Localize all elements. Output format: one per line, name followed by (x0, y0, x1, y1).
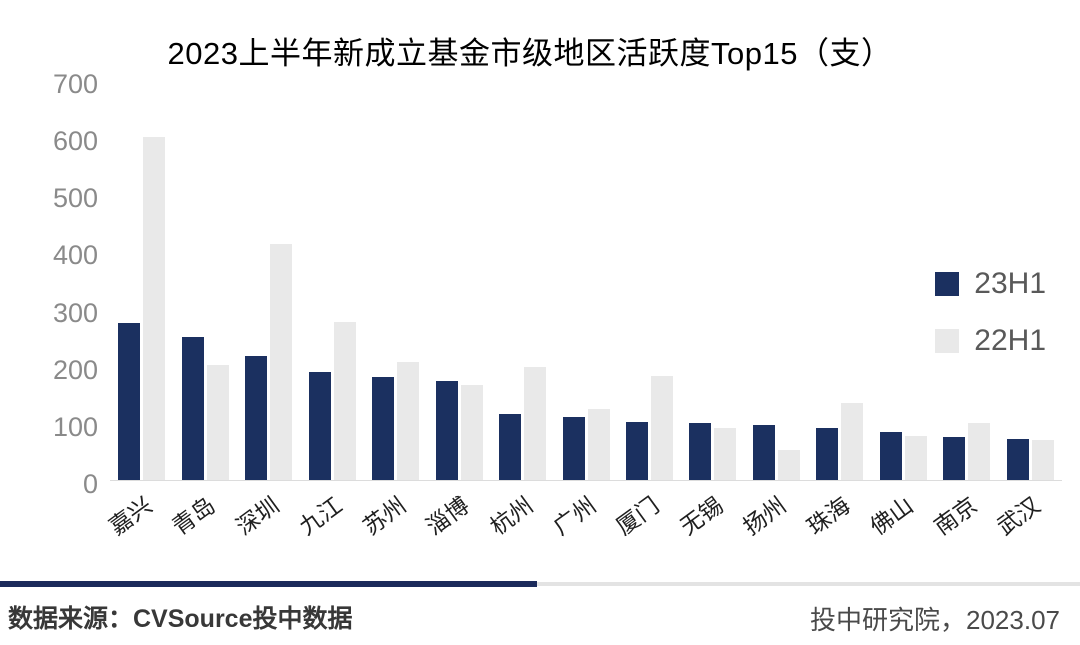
y-tick-label-300: 300 (52, 297, 98, 328)
y-tick-label-200: 200 (52, 354, 98, 385)
x-axis-label-text: 苏州 (357, 491, 411, 540)
bar-23h1-2 (181, 337, 204, 480)
bar-22h1-4 (333, 322, 356, 480)
legend-item-22h1: 22H1 (935, 323, 1046, 359)
bar-22h1-10 (714, 428, 737, 480)
bar-23h1-5 (372, 377, 395, 480)
y-tick-label-400: 400 (52, 240, 98, 271)
x-axis-label-text: 深圳 (230, 491, 284, 540)
bar-group-5 (364, 80, 427, 480)
bar-23h1-7 (499, 414, 522, 480)
bar-22h1-8 (587, 409, 610, 480)
data-source-text: 数据来源：CVSource投中数据 (8, 605, 353, 633)
chart-title: 2023上半年新成立基金市级地区活跃度Top15（支） (167, 36, 893, 71)
bar-23h1-12 (816, 428, 839, 480)
x-axis-label-text: 扬州 (738, 491, 792, 540)
x-axis-label-text: 九江 (294, 491, 347, 540)
bar-22h1-11 (777, 450, 800, 480)
x-axis-label-text: 杭州 (484, 491, 538, 540)
x-axis-label-text: 南京 (929, 491, 982, 540)
bar-group-9 (618, 80, 681, 480)
bar-group-2 (173, 80, 236, 480)
x-axis-label-text: 嘉兴 (104, 491, 157, 540)
bar-22h1-9 (650, 376, 673, 480)
x-axis-label-text: 广州 (548, 491, 601, 540)
bar-23h1-6 (435, 381, 458, 480)
legend-label-22h1: 22H1 (974, 324, 1046, 357)
bar-22h1-5 (397, 362, 420, 480)
x-axis-label-text: 珠海 (802, 491, 855, 540)
x-axis-label-text: 厦门 (611, 491, 665, 540)
footer-divider-navy-segment (0, 581, 537, 587)
bar-22h1-13 (904, 436, 927, 480)
bar-group-11 (745, 80, 808, 480)
bar-group-3 (237, 80, 300, 480)
bar-23h1-15 (1006, 439, 1029, 480)
bar-23h1-1 (118, 323, 141, 480)
x-axis-label-text: 青岛 (167, 491, 220, 540)
bar-group-8 (554, 80, 617, 480)
bar-23h1-8 (562, 417, 585, 480)
y-tick-label-500: 500 (52, 183, 98, 214)
bar-23h1-10 (689, 423, 712, 480)
bar-22h1-14 (968, 423, 991, 480)
bar-group-6 (427, 80, 490, 480)
y-tick-label-100: 100 (52, 411, 98, 442)
bar-group-1 (110, 80, 173, 480)
bar-group-4 (300, 80, 363, 480)
bar-22h1-3 (270, 244, 293, 480)
y-tick-label-0: 0 (82, 469, 98, 499)
bar-23h1-3 (245, 356, 268, 480)
legend-swatch-23h1 (935, 272, 960, 296)
bar-22h1-1 (143, 137, 166, 480)
bar-group-15 (999, 80, 1062, 480)
publisher-text: 投中研究院，2023.07 (810, 605, 1060, 635)
bar-23h1-11 (752, 425, 775, 480)
x-axis-label-text: 武汉 (992, 491, 1046, 540)
bar-group-7 (491, 80, 554, 480)
bar-23h1-14 (943, 437, 966, 480)
bar-23h1-9 (625, 422, 648, 480)
x-axis-label-text: 无锡 (675, 491, 728, 540)
bar-22h1-7 (524, 367, 547, 480)
bar-23h1-13 (879, 432, 902, 480)
bar-group-14 (935, 80, 998, 480)
legend-item-23h1: 23H1 (935, 266, 1046, 302)
bar-23h1-4 (308, 372, 331, 480)
bar-22h1-12 (841, 403, 864, 480)
bar-22h1-6 (460, 385, 483, 480)
plot-area (110, 80, 1062, 481)
y-tick-label-600: 600 (52, 126, 98, 157)
bar-22h1-15 (1031, 440, 1054, 480)
bar-group-13 (872, 80, 935, 480)
bar-22h1-2 (206, 365, 229, 480)
y-tick-label-700: 700 (52, 69, 98, 99)
footer-divider (0, 581, 1080, 587)
x-axis-label-text: 佛山 (865, 491, 919, 540)
x-axis-label-text: 淄博 (421, 491, 474, 540)
legend-swatch-22h1 (935, 329, 960, 353)
legend-label-23h1: 23H1 (974, 267, 1046, 300)
footer-divider-gray-segment (537, 582, 1080, 586)
bar-group-10 (681, 80, 744, 480)
legend: 23H1 22H1 (935, 266, 1046, 380)
bar-group-12 (808, 80, 871, 480)
